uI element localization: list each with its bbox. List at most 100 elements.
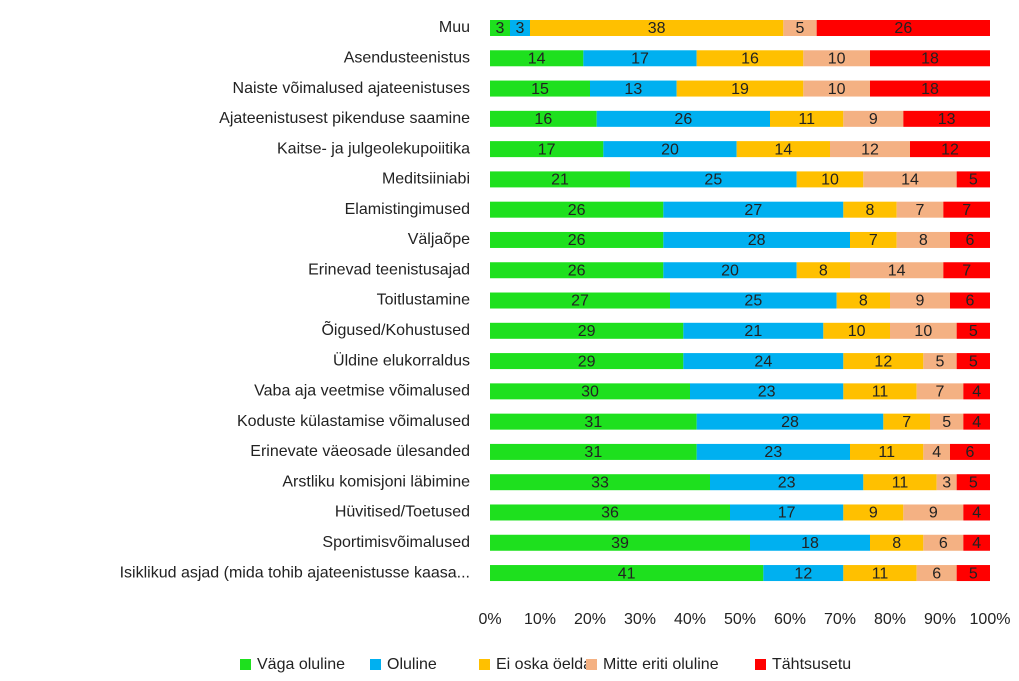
data-label: 3 <box>942 474 951 491</box>
bar-segment <box>803 80 870 97</box>
data-label: 24 <box>754 353 772 370</box>
y-tick-label: Õigused/Kohustused <box>321 319 470 339</box>
data-label: 5 <box>936 353 945 370</box>
data-label: 19 <box>731 81 749 98</box>
data-label: 23 <box>758 384 776 401</box>
data-label: 8 <box>866 202 875 219</box>
bar-segment <box>963 413 990 430</box>
bar-segment <box>890 322 957 339</box>
data-label: 6 <box>966 444 975 461</box>
bar-segment <box>490 110 597 127</box>
data-label: 8 <box>819 262 828 279</box>
bar-segment <box>870 534 924 551</box>
bar-segment <box>490 50 584 67</box>
y-tick-label: Väljaõpe <box>408 231 470 248</box>
y-tick-label: Koduste külastamise võimalused <box>237 413 470 430</box>
bar-segment <box>903 110 990 127</box>
data-label: 12 <box>794 565 812 582</box>
data-label: 14 <box>528 50 546 67</box>
bar-segment <box>843 504 904 521</box>
bar-segment <box>783 20 817 36</box>
x-tick-label: 0% <box>478 611 501 628</box>
data-label: 10 <box>828 81 846 98</box>
bar-segment <box>510 20 530 36</box>
data-label: 20 <box>721 262 739 279</box>
data-label: 29 <box>578 353 596 370</box>
bar-segment <box>923 443 950 460</box>
data-label: 25 <box>704 172 722 189</box>
y-tick-label: Vaba aja veetmise võimalused <box>254 383 470 400</box>
bar-segment <box>903 504 964 521</box>
bar-segment <box>736 141 830 158</box>
bar-segment <box>916 383 964 400</box>
bar-segment <box>956 474 990 491</box>
bar-segment <box>490 443 697 460</box>
data-label: 7 <box>869 232 878 249</box>
data-label: 31 <box>584 444 602 461</box>
data-label: 5 <box>969 353 978 370</box>
bar-segment <box>843 110 904 127</box>
bar-segment <box>663 231 850 248</box>
data-label: 27 <box>571 293 589 310</box>
bar-segment <box>850 262 944 279</box>
data-label: 31 <box>584 414 602 431</box>
data-label: 13 <box>624 81 642 98</box>
bar-segment <box>830 141 910 158</box>
data-label: 7 <box>902 414 911 431</box>
bar-segment <box>696 413 884 430</box>
data-label: 28 <box>748 232 766 249</box>
y-tick-label: Muu <box>439 19 470 36</box>
data-label: 30 <box>581 384 599 401</box>
data-label: 9 <box>869 505 878 522</box>
data-label: 27 <box>744 202 762 219</box>
legend-label: Oluline <box>387 656 437 673</box>
bar-segment <box>596 110 770 127</box>
legend-label: Mitte eriti oluline <box>603 656 719 673</box>
bar-segment <box>943 201 990 218</box>
legend-swatch <box>755 659 766 670</box>
data-label: 5 <box>969 474 978 491</box>
y-tick-label: Ajateenistusest pikenduse saamine <box>219 110 470 127</box>
bar-segment <box>690 383 844 400</box>
data-label: 9 <box>869 111 878 128</box>
y-tick-label: Kaitse- ja julgeolekupoiitika <box>277 140 470 157</box>
legend-swatch <box>586 659 597 670</box>
bar-segment <box>490 504 730 521</box>
bar-segment <box>490 383 690 400</box>
bar-segment <box>683 353 844 370</box>
legend-swatch <box>479 659 490 670</box>
data-label: 12 <box>861 141 879 158</box>
data-label: 13 <box>938 111 956 128</box>
y-tick-label: Sportimisvõimalused <box>322 534 470 551</box>
data-label: 7 <box>962 262 971 279</box>
bar-segment <box>630 171 797 188</box>
bar-segment <box>663 201 844 218</box>
bar-segment <box>923 534 964 551</box>
data-label: 7 <box>916 202 925 219</box>
bar-segment <box>850 443 924 460</box>
y-tick-label: Toitlustamine <box>377 292 470 309</box>
data-label: 39 <box>611 535 629 552</box>
x-tick-label: 60% <box>774 611 806 628</box>
data-label: 41 <box>618 565 636 582</box>
bar-segment <box>710 474 864 491</box>
bar-segment <box>963 504 990 521</box>
x-tick-label: 40% <box>674 611 706 628</box>
data-label: 4 <box>972 384 981 401</box>
data-label: 17 <box>538 141 556 158</box>
data-label: 6 <box>932 565 941 582</box>
y-tick-label: Asendusteenistus <box>344 49 470 66</box>
bar-segment <box>936 474 957 491</box>
y-tick-label: Isiklikud asjad (mida tohib ajateenistus… <box>120 564 470 581</box>
bar-segment <box>490 20 510 36</box>
data-label: 29 <box>578 323 596 340</box>
bar-segment <box>910 141 990 158</box>
bar-segment <box>803 50 870 67</box>
data-label: 26 <box>674 111 692 128</box>
data-label: 15 <box>531 81 549 98</box>
bar-segment <box>683 322 824 339</box>
bar-segment <box>863 474 937 491</box>
bar-segment <box>490 201 664 218</box>
data-label: 6 <box>939 535 948 552</box>
bar-segment <box>896 201 944 218</box>
